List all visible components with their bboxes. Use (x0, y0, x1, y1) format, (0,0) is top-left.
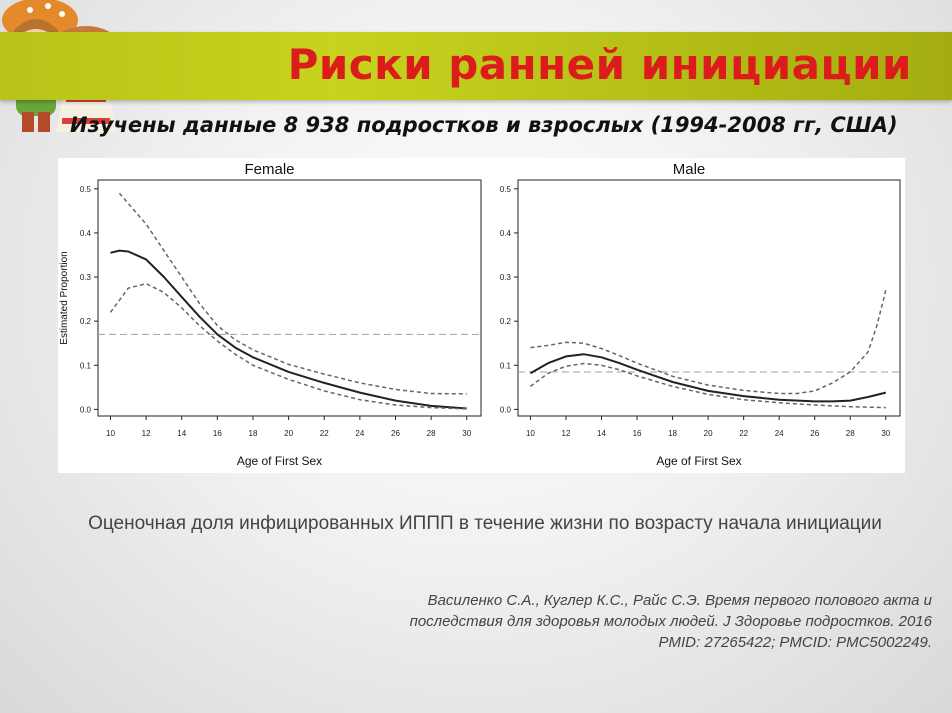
female-y-tick-label: 0.4 (80, 229, 92, 238)
male-x-tick-label: 26 (810, 429, 819, 438)
male-x-tick-label: 18 (668, 429, 677, 438)
male-x-tick-label: 14 (597, 429, 606, 438)
male-y-tick-label: 0.0 (500, 405, 512, 414)
female-x-tick-label: 24 (355, 429, 364, 438)
citation-line-1: Василенко С.А., Куглер К.С., Райс С.Э. В… (427, 592, 932, 609)
title-band (0, 32, 952, 100)
male-x-tick-label: 30 (881, 429, 890, 438)
male-x-tick-label: 12 (562, 429, 571, 438)
citation: Василенко С.А., Куглер К.С., Райс С.Э. В… (272, 590, 932, 653)
slide-subtitle: Изучены данные 8 938 подростков и взросл… (70, 113, 898, 137)
male-upper-ci-line (530, 290, 887, 395)
female-x-tick-label: 20 (284, 429, 293, 438)
male-x-tick-label: 28 (846, 429, 855, 438)
female-y-axis-label: Estimated Proportion (59, 251, 70, 344)
female-x-tick-label: 12 (142, 429, 151, 438)
male-plot-frame (517, 179, 901, 417)
female-panel-title: Female (244, 161, 294, 178)
female-y-tick-label: 0.2 (80, 317, 92, 326)
female-plot-frame (97, 179, 482, 417)
chart-caption: Оценочная доля инфицированных ИППП в теч… (88, 513, 882, 534)
female-x-axis-label: Age of First Sex (237, 454, 322, 468)
female-x-tick-label: 28 (427, 429, 436, 438)
male-y-tick-label: 0.5 (500, 185, 512, 194)
male-x-tick-label: 16 (633, 429, 642, 438)
male-estimate-line (529, 353, 887, 403)
male-panel-title: Male (673, 161, 706, 178)
female-y-tick-label: 0.3 (80, 273, 92, 282)
female-y-tick-label: 0.0 (80, 405, 92, 414)
female-y-tick-label: 0.5 (80, 185, 92, 194)
female-x-tick-label: 16 (213, 429, 222, 438)
female-y-tick-label: 0.1 (80, 361, 92, 370)
female-x-tick-label: 10 (106, 429, 115, 438)
male-y-tick-label: 0.2 (500, 317, 512, 326)
chart-svg: Female 0.0 0.1 0.2 0.3 0.4 0.5 10 12 14 16 18 20 22 24… (59, 161, 901, 468)
female-lower-ci-line (109, 282, 467, 410)
female-x-tick-label: 26 (391, 429, 400, 438)
slide-title: Риски ранней инициации (287, 40, 912, 89)
male-y-tick-label: 0.4 (500, 229, 512, 238)
male-y-tick-label: 0.3 (500, 273, 512, 282)
male-x-tick-label: 20 (704, 429, 713, 438)
male-lower-ci-line (529, 362, 886, 409)
female-x-tick-label: 30 (462, 429, 471, 438)
male-x-tick-label: 22 (739, 429, 748, 438)
female-estimate-line (110, 249, 467, 410)
male-y-tick-label: 0.1 (500, 361, 512, 370)
chart-figure: Female 0.0 0.1 0.2 0.3 0.4 0.5 10 12 14 16 18 20 22 24… (58, 158, 905, 473)
citation-line-2: последствия для здоровья молодых людей. … (409, 613, 932, 630)
male-x-tick-label: 10 (526, 429, 535, 438)
male-x-tick-label: 24 (775, 429, 784, 438)
female-x-tick-label: 22 (320, 429, 329, 438)
male-x-axis-label: Age of First Sex (656, 454, 741, 468)
female-upper-ci-line (118, 192, 467, 395)
female-x-tick-label: 14 (177, 429, 186, 438)
citation-line-3: PMID: 27265422; PMCID: PMC5002249. (658, 634, 932, 651)
female-x-tick-label: 18 (249, 429, 258, 438)
